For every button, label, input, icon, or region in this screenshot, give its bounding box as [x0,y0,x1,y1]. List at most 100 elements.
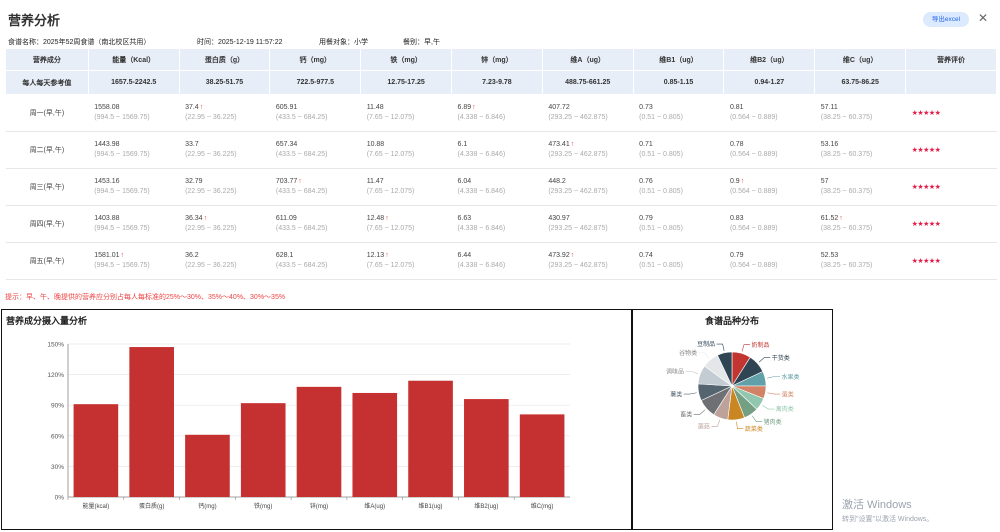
nutrient-cell: 1581.01↑ (994.5 ~ 1569.75) [88,242,180,280]
nutrient-range: (4.338 ~ 6.846) [457,114,506,121]
value-text: 52.53 [820,252,839,259]
nutrient-value: 0.79 [639,214,718,224]
nutrient-value: 11.48 [367,103,446,113]
value-text: 37.4 [185,104,199,111]
day-cell: 周五(早,午) [5,242,89,280]
value-text: 32.79 [185,178,203,185]
table-row: 周四(早,午) 1403.88 (994.5 ~ 1569.75) 36.34↑ (22… [5,205,997,243]
bar [240,403,286,497]
pie-label-line [758,357,771,363]
reference-label: 每人每天参考值 [5,70,89,95]
nutrient-cell: 10.88 (7.65 ~ 12.075) [360,131,452,169]
intake-bar-chart-panel: 营养成分摄入量分析 0% 30% 60% 90% 120% 150% 能量(kcal) 蛋白质… [1,309,632,530]
nutrient-value: 37.4↑ [185,103,264,113]
nutrient-range: (293.25 ~ 462.875) [548,114,608,121]
reference-value: 0.85-1.15 [632,70,725,95]
recipe-target: 用餐对象：小学 [319,39,368,46]
above-range-arrow-icon: ↑ [120,252,125,259]
nutrient-value: 628.1 [276,251,355,261]
pie-label-line [685,371,699,375]
nutrient-range: (7.65 ~ 12.075) [366,188,415,195]
nutrient-range: (293.25 ~ 462.875) [548,262,608,269]
nutrient-range: (293.25 ~ 462.875) [548,188,608,195]
recipe-meal: 餐别：早,午 [403,39,440,46]
pie-label: 菌菇 [698,423,710,431]
pie-label-line [767,392,781,395]
value-text: 6.04 [457,178,472,185]
nutrient-range: (4.338 ~ 6.846) [457,225,506,232]
bar [464,399,509,497]
nutrient-cell: 628.1 (433.5 ~ 684.25) [269,242,361,280]
value-text: 448.2 [548,178,566,185]
x-tick-label: 锌(mg) [310,502,328,510]
nutrient-range: (0.564 ~ 0.889) [729,151,778,158]
nutrient-value: 6.1 [458,140,537,150]
pie-label: 薯类 [670,390,682,398]
nutrient-value: 57 [821,177,900,187]
nutrient-cell: 6.63 (4.338 ~ 6.846) [451,205,543,243]
nutrient-cell: 657.34 (433.5 ~ 684.25) [269,131,361,169]
header-cell: 维B1（ug） [632,48,725,71]
table-row: 周一(早,午) 1558.08 (994.5 ~ 1569.75) 37.4↑ (22.… [5,94,997,132]
y-tick-label: 30% [51,464,64,471]
pie-label: 干货类 [772,354,790,362]
pie-label-line [762,405,775,410]
value-text: 0.73 [639,104,653,111]
nutrient-cell: 11.47 (7.65 ~ 12.075) [360,168,452,206]
pie-label: 猪肉类 [764,418,782,426]
nutrient-range: (293.25 ~ 462.875) [548,225,608,232]
nutrient-cell: 1443.98 (994.5 ~ 1569.75) [88,131,180,169]
value-text: 0.78 [729,141,744,148]
above-range-arrow-icon: ↑ [203,215,208,222]
value-text: 6.63 [457,215,472,222]
nutrient-range: (994.5 ~ 1569.75) [94,188,150,195]
recipe-time: 时间：2025-12-19 11:57:22 [197,39,283,46]
nutrient-value: 0.83 [730,214,809,224]
pie-label: 豆制品 [697,340,715,348]
nutrient-range: (7.65 ~ 12.075) [366,262,415,269]
value-text: 1443.98 [94,141,120,148]
x-tick-label: 蛋白质(g) [139,502,164,510]
page-title: 营养分析 [8,13,61,28]
close-icon[interactable]: ✕ [977,11,989,25]
nutrient-cell: 57.11 (38.25 ~ 60.375) [814,94,906,132]
nutrient-range: (994.5 ~ 1569.75) [94,225,150,232]
above-range-arrow-icon: ↑ [740,178,745,185]
intake-bar-chart: 0% 30% 60% 90% 120% 150% 能量(kcal) 蛋白质(g) 钙(mg) 铁(… [47,342,570,510]
value-text: 628.1 [275,252,294,259]
nutrient-cell: 6.89↑ (4.338 ~ 6.846) [451,94,543,132]
export-excel-button[interactable]: 导出excel [923,12,969,27]
value-text: 6.1 [457,141,468,148]
value-text: 0.83 [729,215,744,222]
value-text: 11.48 [366,104,384,111]
reference-value: 63.75-86.25 [814,70,907,95]
bar [352,392,398,497]
nutrient-cell: 448.2 (293.25 ~ 462.875) [542,168,634,206]
pie-label: 水果类 [781,373,799,381]
x-tick-label: 能量(kcal) [83,502,110,510]
value-text: 11.47 [366,178,384,185]
nutrient-value: 473.92↑ [548,251,627,261]
value-text: 36.2 [185,252,199,259]
bar-chart-title: 营养成分摄入量分析 [6,316,88,326]
windows-activation-watermark: 激活 Windows 转到"设置"以激活 Windows。 [842,496,933,524]
nutrient-value: 611.09 [276,214,355,224]
rating-stars: ★★★★★ [905,94,997,132]
x-tick-label: 维B1(ug) [419,502,443,510]
bar [408,380,453,497]
nutrient-range: (38.25 ~ 60.375) [820,225,873,232]
reference-value: 722.5-977.5 [269,70,362,95]
table-header-row: 营养成分 能量（Kcal） 蛋白质（g） 钙（mg） 铁（mg） 锌（mg） 维A（ug）维… [5,48,997,71]
value-text: 1403.88 [94,215,120,222]
nutrient-range: (433.5 ~ 684.25) [275,225,328,232]
reference-value: 0.94-1.27 [723,70,816,95]
nutrient-value: 657.34 [276,140,355,150]
value-text: 1558.08 [94,104,120,111]
nutrient-range: (0.564 ~ 0.889) [729,262,778,269]
nutrient-range: (7.65 ~ 12.075) [366,225,415,232]
nutrient-cell: 0.79 (0.564 ~ 0.889) [723,242,815,280]
nutrient-cell: 53.16 (38.25 ~ 60.375) [814,131,906,169]
pie-label: 禽肉类 [776,405,794,413]
nutrient-cell: 605.91 (433.5 ~ 684.25) [269,94,361,132]
value-text: 61.52 [820,215,839,222]
